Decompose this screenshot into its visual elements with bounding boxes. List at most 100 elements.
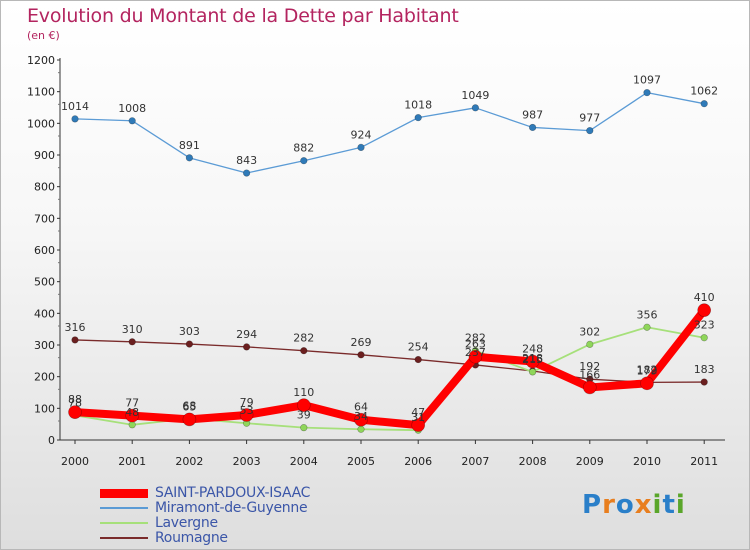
logo-letter: o xyxy=(615,490,635,520)
legend-swatch xyxy=(100,507,148,509)
data-point-roumagne xyxy=(185,340,193,348)
legend-label: SAINT-PARDOUX-ISAAC xyxy=(155,485,311,501)
x-tick-label: 2011 xyxy=(690,455,718,468)
x-tick-label: 2001 xyxy=(118,455,146,468)
proxiti-logo: Proxiti xyxy=(582,490,686,520)
data-label-miramont-de-guyenne: 1097 xyxy=(633,74,661,87)
data-label-roumagne: 282 xyxy=(293,332,314,345)
data-label-miramont-de-guyenne: 1049 xyxy=(461,89,489,102)
logo-letter: x xyxy=(634,490,653,520)
data-point-miramont-de-guyenne xyxy=(243,169,251,177)
data-label-lavergne: 282 xyxy=(465,332,486,345)
x-tick-label: 2004 xyxy=(290,455,318,468)
logo-letter: P xyxy=(582,490,603,520)
data-label-lavergne: 68 xyxy=(182,399,196,412)
data-label-saint-pardoux-isaac: 166 xyxy=(579,368,600,381)
data-point-roumagne xyxy=(357,351,365,359)
data-point-lavergne xyxy=(700,334,708,342)
y-tick-label: 600 xyxy=(34,244,55,257)
data-point-miramont-de-guyenne xyxy=(700,100,708,108)
data-point-saint-pardoux-isaac xyxy=(296,398,311,412)
data-point-miramont-de-guyenne xyxy=(185,154,193,162)
data-label-lavergne: 215 xyxy=(522,353,543,366)
data-label-lavergne: 48 xyxy=(125,406,139,419)
data-point-lavergne xyxy=(586,340,594,348)
logo-letter: t xyxy=(662,490,676,520)
data-label-saint-pardoux-isaac: 88 xyxy=(68,393,82,406)
data-label-roumagne: 182 xyxy=(637,363,658,376)
data-label-roumagne: 218 xyxy=(522,352,543,365)
data-point-saint-pardoux-isaac xyxy=(239,408,254,422)
data-label-saint-pardoux-isaac: 410 xyxy=(694,291,715,304)
data-label-miramont-de-guyenne: 1014 xyxy=(61,100,89,113)
data-point-roumagne xyxy=(71,336,79,344)
data-point-saint-pardoux-isaac xyxy=(697,303,712,317)
data-point-miramont-de-guyenne xyxy=(71,115,79,123)
data-label-saint-pardoux-isaac: 65 xyxy=(182,400,196,413)
data-label-miramont-de-guyenne: 924 xyxy=(351,128,372,141)
data-label-lavergne: 78 xyxy=(68,396,82,409)
chart-title: Evolution du Montant de la Dette par Hab… xyxy=(27,5,459,27)
data-point-saint-pardoux-isaac xyxy=(68,405,82,419)
data-point-roumagne xyxy=(243,343,251,351)
data-point-saint-pardoux-isaac xyxy=(582,380,597,395)
x-tick-label: 2008 xyxy=(519,455,547,468)
data-label-roumagne: 254 xyxy=(408,341,429,354)
data-label-miramont-de-guyenne: 882 xyxy=(293,142,314,155)
data-point-roumagne xyxy=(700,378,708,386)
data-point-lavergne xyxy=(528,368,537,376)
data-label-roumagne: 294 xyxy=(236,328,257,341)
data-point-saint-pardoux-isaac xyxy=(640,376,654,391)
y-tick-label: 500 xyxy=(34,276,55,289)
y-tick-label: 0 xyxy=(48,434,55,447)
data-point-saint-pardoux-isaac xyxy=(525,354,540,369)
legend-item-roumagne: Roumagne xyxy=(100,530,360,546)
data-label-miramont-de-guyenne: 1018 xyxy=(404,99,432,112)
data-label-saint-pardoux-isaac: 263 xyxy=(465,338,486,351)
legend-label: Roumagne xyxy=(155,530,228,546)
data-label-lavergne: 323 xyxy=(694,319,715,332)
y-tick-label: 900 xyxy=(34,149,55,162)
data-label-roumagne: 316 xyxy=(65,321,86,334)
chart-subtitle: (en €) xyxy=(27,29,60,42)
data-label-lavergne: 302 xyxy=(579,325,600,338)
data-point-lavergne xyxy=(128,421,136,429)
data-point-miramont-de-guyenne xyxy=(643,89,651,97)
data-point-miramont-de-guyenne xyxy=(586,127,594,135)
series-line-roumagne xyxy=(74,339,705,384)
data-label-lavergne: 356 xyxy=(637,308,658,321)
data-point-saint-pardoux-isaac xyxy=(125,408,139,423)
data-point-saint-pardoux-isaac xyxy=(182,412,197,427)
data-point-roumagne xyxy=(128,338,136,346)
data-point-miramont-de-guyenne xyxy=(357,143,365,151)
x-tick-label: 2009 xyxy=(576,455,604,468)
data-label-saint-pardoux-isaac: 77 xyxy=(125,397,139,410)
legend-label: Miramont-de-Guyenne xyxy=(155,500,308,516)
data-label-saint-pardoux-isaac: 47 xyxy=(411,406,425,419)
data-label-miramont-de-guyenne: 843 xyxy=(236,154,257,167)
y-tick-label: 300 xyxy=(34,339,55,352)
y-tick-label: 200 xyxy=(34,371,55,384)
logo-letter: i xyxy=(675,490,686,520)
y-tick-label: 100 xyxy=(34,402,55,415)
data-label-roumagne: 303 xyxy=(179,325,200,338)
data-point-saint-pardoux-isaac xyxy=(468,349,483,364)
data-label-miramont-de-guyenne: 1062 xyxy=(690,85,718,98)
y-tick-label: 800 xyxy=(34,181,55,194)
series-line-miramont-de-guyenne xyxy=(74,91,705,174)
x-tick-label: 2003 xyxy=(233,455,261,468)
data-label-roumagne: 269 xyxy=(351,336,372,349)
data-label-roumagne: 192 xyxy=(579,360,600,373)
y-tick-label: 400 xyxy=(34,307,55,320)
data-label-saint-pardoux-isaac: 248 xyxy=(522,342,543,355)
data-label-miramont-de-guyenne: 977 xyxy=(579,112,600,125)
legend-swatch xyxy=(100,537,148,539)
data-label-miramont-de-guyenne: 1008 xyxy=(118,102,146,115)
y-tick-label: 700 xyxy=(34,212,55,225)
x-tick-label: 2002 xyxy=(175,455,203,468)
data-point-miramont-de-guyenne xyxy=(414,114,422,122)
data-label-miramont-de-guyenne: 891 xyxy=(179,139,200,152)
data-label-lavergne: 53 xyxy=(240,404,254,417)
y-tick-label: 1000 xyxy=(27,117,55,130)
